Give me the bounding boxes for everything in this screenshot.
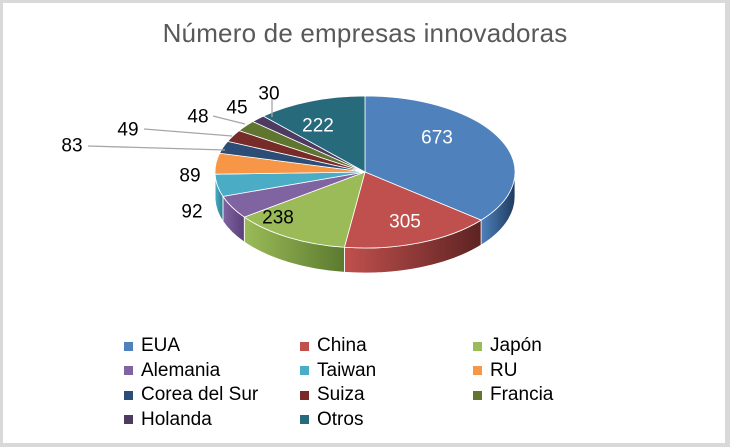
legend-item: Taiwan xyxy=(300,359,376,383)
legend-swatch xyxy=(124,366,133,375)
legend-item: RU xyxy=(473,359,517,383)
pie-slices xyxy=(214,95,516,249)
data-label: 92 xyxy=(181,202,202,223)
legend-label: Francia xyxy=(490,384,554,405)
legend-item: Japón xyxy=(473,334,542,358)
data-label: 48 xyxy=(187,107,208,128)
legend-label: Holanda xyxy=(141,408,212,430)
legend-item: Otros xyxy=(300,408,363,432)
legend-label: Alemania xyxy=(141,359,221,381)
legend-item: Holanda xyxy=(124,408,212,432)
leader-lines xyxy=(87,99,273,151)
legend-item: EUA xyxy=(124,334,180,358)
data-label: 89 xyxy=(179,166,200,187)
legend-swatch xyxy=(473,366,482,375)
data-label: 30 xyxy=(258,84,279,105)
data-label: 45 xyxy=(226,98,247,119)
legend-swatch xyxy=(473,341,482,351)
data-label: 49 xyxy=(117,120,138,141)
legend-item: Francia xyxy=(473,383,553,407)
data-label: 83 xyxy=(61,136,82,157)
data-labels: 673 305 238 92 89 83 49 48 45 30 222 xyxy=(61,84,452,233)
legend-label: RU xyxy=(490,359,518,381)
legend-swatch xyxy=(300,415,309,424)
legend-item: Corea del Sur xyxy=(124,383,258,407)
legend-swatch xyxy=(300,390,309,400)
leader-line xyxy=(87,145,226,151)
legend-item: Suiza xyxy=(300,383,365,407)
legend-label: Taiwan xyxy=(317,359,377,381)
slice-otros xyxy=(262,95,366,173)
legend-swatch xyxy=(124,341,133,351)
legend-swatch xyxy=(473,390,482,400)
legend-item: China xyxy=(300,334,367,358)
slice-china xyxy=(343,171,482,249)
chart-title: Número de empresas innovadoras xyxy=(162,18,568,48)
legend-swatch xyxy=(124,415,133,424)
leader-line xyxy=(143,128,233,137)
data-label: 305 xyxy=(389,212,421,233)
slice-eua xyxy=(364,95,516,221)
legend-swatch xyxy=(300,366,309,375)
legend-label: Suiza xyxy=(317,384,365,405)
data-label: 222 xyxy=(302,116,334,137)
legend-item: Alemania xyxy=(124,359,220,383)
legend-label: EUA xyxy=(141,335,181,356)
legend-swatch xyxy=(124,390,133,400)
legend-swatch xyxy=(300,341,309,351)
legend-label: Otros xyxy=(317,408,364,430)
legend-label: Corea del Sur xyxy=(141,384,259,405)
legend-label: Japón xyxy=(490,335,542,356)
leader-line xyxy=(212,115,246,125)
slice-japón xyxy=(243,171,366,248)
data-label: 673 xyxy=(421,128,453,149)
data-label: 238 xyxy=(262,208,294,229)
legend-label: China xyxy=(317,335,367,356)
